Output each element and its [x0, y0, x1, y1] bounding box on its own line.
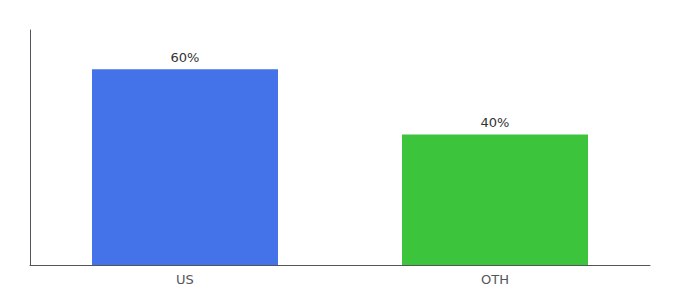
- svg-text:US: US: [176, 272, 194, 287]
- svg-text:40%: 40%: [481, 115, 510, 130]
- svg-text:60%: 60%: [171, 50, 200, 65]
- svg-text:OTH: OTH: [481, 272, 509, 287]
